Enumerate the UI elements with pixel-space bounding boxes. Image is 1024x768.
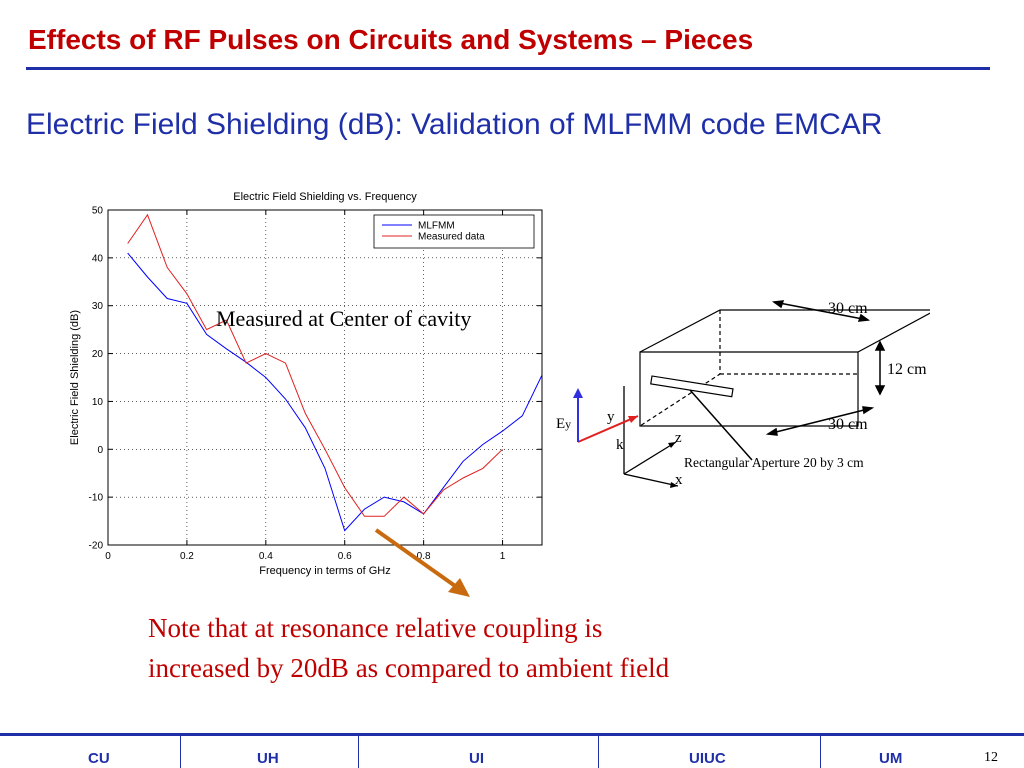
title-divider — [26, 67, 990, 70]
y-tick-label: -10 — [89, 493, 104, 504]
y-axis-label: Electric Field Shielding (dB) — [69, 310, 81, 445]
x-tick-label: 0 — [105, 551, 111, 562]
x-tick-label: 0.6 — [338, 551, 352, 562]
y-tick-label: 40 — [92, 253, 104, 264]
x-axis-label: Frequency in terms of GHz — [259, 565, 390, 577]
coord-axis-z — [623, 441, 677, 475]
footer-divider — [0, 733, 1024, 736]
cavity-front-face — [639, 351, 859, 427]
legend-box — [373, 214, 535, 249]
dim-top-arrow — [773, 301, 869, 321]
slide-title: Effects of RF Pulses on Circuits and Sys… — [28, 24, 754, 55]
callout-arrow — [374, 528, 470, 597]
x-tick-label: 0.8 — [417, 551, 431, 562]
series-line-measured — [127, 213, 503, 517]
incident-k-arrow — [577, 415, 639, 443]
shielding-chart: 0 0.2 0.4 0.6 0.8 1 -20 -10 0 10 20 30 40 50 Electric … — [69, 191, 543, 577]
note-line-1: Note that at resonance relative coupling… — [148, 613, 603, 643]
legend-label: MLFMM — [418, 221, 455, 232]
series-line-mlfmm — [127, 252, 542, 532]
footer-item-uiuc: UIUC — [689, 750, 726, 767]
y-tick-label: 10 — [92, 397, 104, 408]
cavity-diagram: 30 cm 12 cm 30 cm Rectangular Aperture 2… — [556, 300, 930, 488]
y-tick-label: 20 — [92, 349, 104, 360]
y-tick-label: 0 — [97, 445, 103, 456]
cavity-hidden-edges — [639, 310, 858, 427]
axis-y-label: y — [607, 409, 615, 425]
resonance-note: Note that at resonance relative coupling… — [148, 608, 669, 688]
footer-item-ui: UI — [469, 750, 484, 767]
aperture-label: Rectangular Aperture 20 by 3 cm — [684, 455, 864, 470]
page-number: 12 — [984, 750, 998, 765]
x-tick-label: 1 — [500, 551, 506, 562]
y-tick-label: -20 — [89, 541, 104, 552]
x-tick-label: 0.2 — [180, 551, 194, 562]
y-tick-label: 50 — [92, 206, 104, 217]
note-line-2: increased by 20dB as compared to ambient… — [148, 653, 670, 683]
footer-separator — [820, 736, 821, 768]
x-tick-label: 0.4 — [259, 551, 273, 562]
axis-z-label: z — [675, 430, 682, 446]
coord-axis-x — [623, 473, 679, 487]
footer-item-um: UM — [879, 750, 903, 767]
footer-separator — [180, 736, 181, 768]
plot-frame — [107, 209, 543, 546]
footer-item-uh: UH — [257, 750, 279, 767]
cavity-right-edge — [857, 312, 930, 353]
chart-title: Electric Field Shielding vs. Frequency — [233, 191, 417, 203]
footer-separator — [358, 736, 359, 768]
axis-x-label: x — [675, 472, 683, 488]
y-tick-label: 30 — [92, 301, 104, 312]
slide-subtitle: Electric Field Shielding (dB): Validatio… — [26, 108, 883, 141]
axis-k-label: k — [616, 437, 624, 453]
field-e-label: Ey — [556, 416, 571, 432]
dim-bottom-arrow — [767, 407, 873, 435]
dim-height-label: 12 cm — [887, 361, 927, 378]
footer-separator — [598, 736, 599, 768]
measured-note: Measured at Center of cavity — [216, 306, 472, 331]
aperture-leader — [689, 389, 753, 461]
dim-top-label: 30 cm — [828, 300, 868, 317]
dim-bottom-label: 30 cm — [828, 416, 868, 433]
cavity-top-face — [639, 309, 930, 353]
aperture-slot — [650, 375, 734, 398]
footer-item-cu: CU — [88, 750, 110, 767]
legend-label: Measured data — [418, 232, 485, 243]
